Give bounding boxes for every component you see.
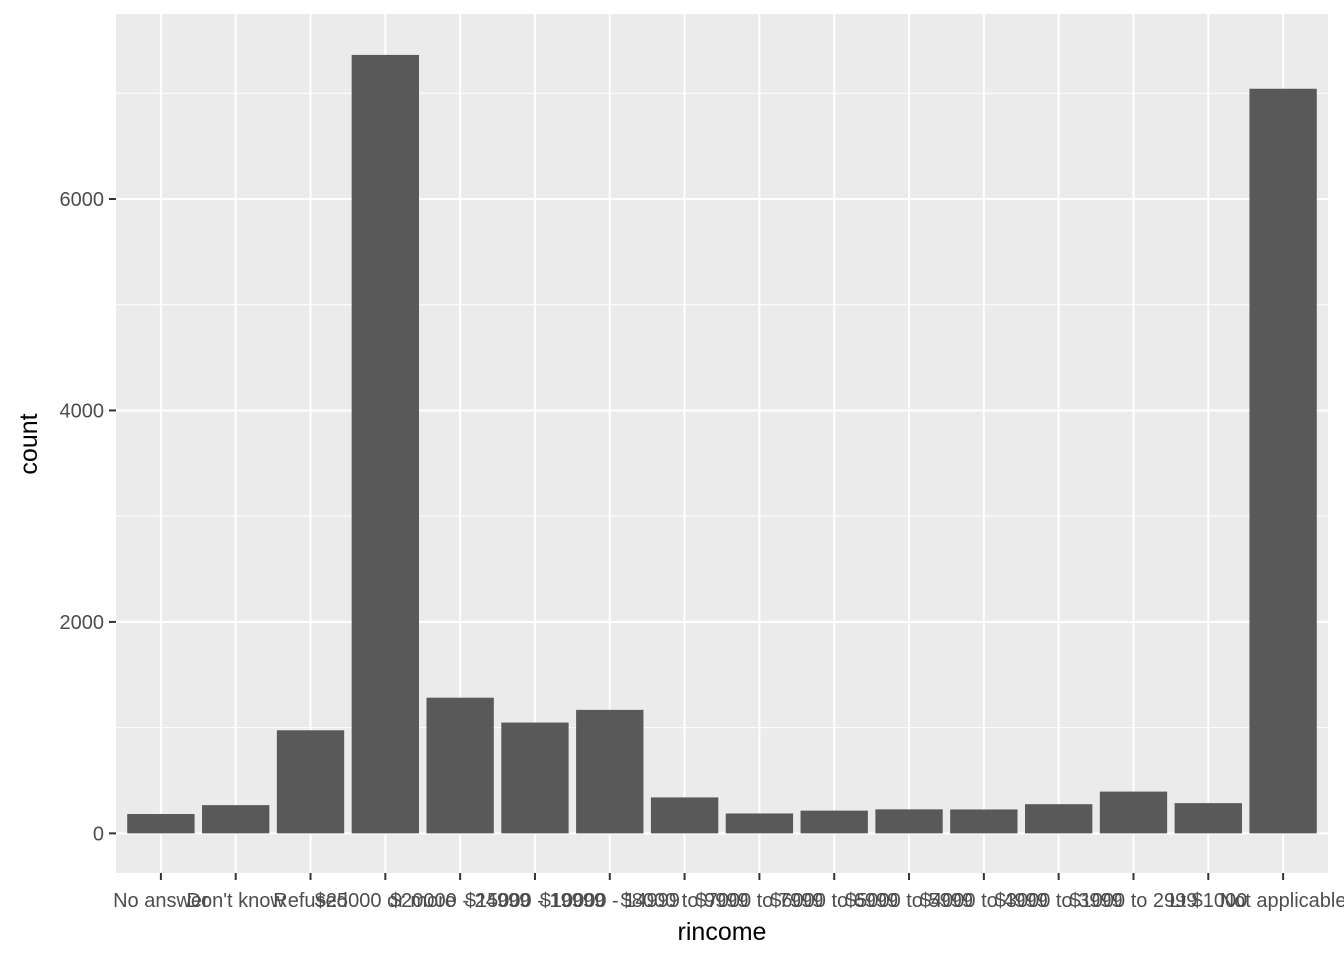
bar [800, 810, 868, 834]
x-axis-title: rincome [678, 918, 767, 946]
x-tick-label: $6000 to 6999 [770, 890, 898, 912]
bar [276, 730, 345, 834]
y-tick-label: 0 [93, 823, 104, 845]
bar [576, 709, 644, 834]
bar [875, 809, 943, 834]
x-tick-label: Don't know [187, 890, 286, 912]
bar [426, 697, 494, 834]
x-tick-label: $4000 to 4999 [920, 890, 1048, 912]
bar [725, 813, 794, 834]
x-tick-label: $20000 - 24999 [390, 890, 530, 912]
x-tick-label: $10000 - 14999 [540, 890, 680, 912]
bar [950, 809, 1018, 834]
major-gridlines [116, 14, 1328, 873]
x-tick-label: $1000 to 2999 [1070, 890, 1198, 912]
x-tick-label: $25000 or more [315, 890, 456, 912]
x-tick-label: $8000 to 9999 [621, 890, 749, 912]
x-tick-label: $5000 to 5999 [845, 890, 973, 912]
bar [650, 797, 719, 834]
x-tick-label: Refused [273, 890, 348, 912]
minor-gridlines [116, 92, 1328, 729]
x-tick-label: No answer [113, 890, 209, 912]
bar [351, 54, 419, 834]
x-tick-label: $15000 - 19999 [465, 890, 605, 912]
bar [202, 805, 270, 834]
x-tick-label: $3000 to 3999 [995, 890, 1123, 912]
plot-panel [116, 14, 1328, 873]
y-axis-title: count [15, 413, 43, 474]
y-axis: 0 2000 4000 6000 [60, 189, 116, 845]
y-tick-label: 4000 [60, 400, 105, 422]
bar [1025, 804, 1093, 834]
y-tick-label: 6000 [60, 189, 105, 211]
bar [1174, 803, 1242, 834]
bar [1099, 791, 1168, 834]
x-tick-label: Not applicable [1220, 890, 1344, 912]
y-tick-label: 2000 [60, 612, 105, 634]
x-tick-label: $7000 to 7999 [695, 890, 823, 912]
x-tick-label: Lt $1000 [1169, 890, 1247, 912]
bar [501, 722, 569, 834]
bar [127, 814, 195, 834]
bars [127, 54, 1317, 834]
bar [1249, 88, 1317, 834]
